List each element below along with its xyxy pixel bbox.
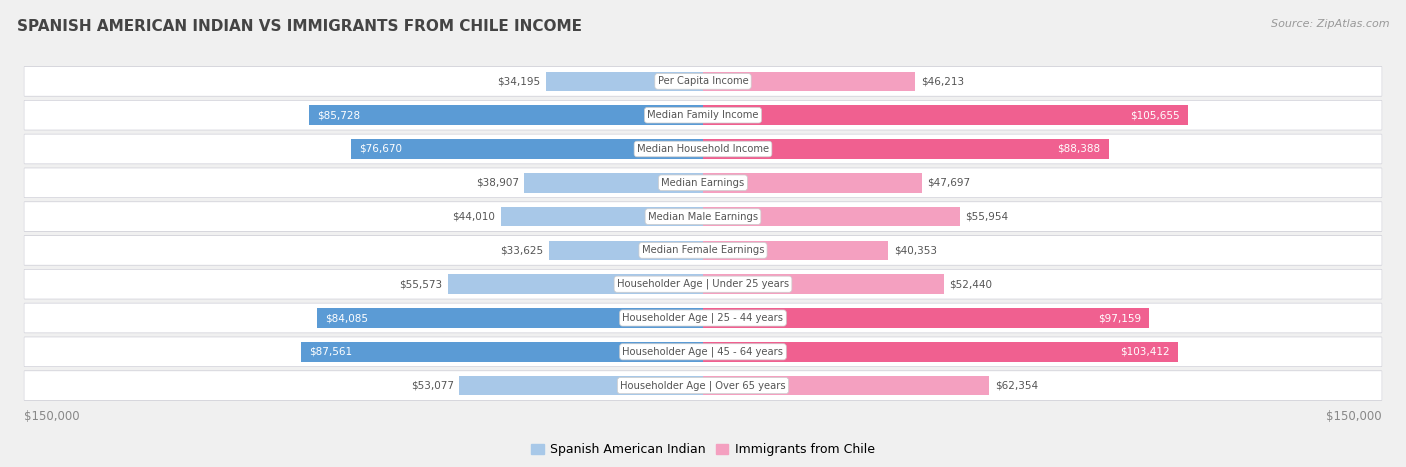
Text: $44,010: $44,010 [453,212,495,222]
Text: $97,159: $97,159 [1098,313,1142,323]
Text: $84,085: $84,085 [325,313,368,323]
Bar [352,139,703,159]
Bar [703,275,943,294]
Text: $55,954: $55,954 [966,212,1008,222]
Text: $76,670: $76,670 [359,144,402,154]
FancyBboxPatch shape [24,371,1382,400]
FancyBboxPatch shape [24,101,1382,130]
FancyBboxPatch shape [24,269,1382,299]
FancyBboxPatch shape [24,304,1382,333]
FancyBboxPatch shape [24,134,1382,163]
Bar [703,241,889,260]
Text: $105,655: $105,655 [1130,110,1180,120]
Text: $87,561: $87,561 [309,347,353,357]
Bar [447,275,703,294]
FancyBboxPatch shape [24,202,1382,231]
Text: SPANISH AMERICAN INDIAN VS IMMIGRANTS FROM CHILE INCOME: SPANISH AMERICAN INDIAN VS IMMIGRANTS FR… [17,19,582,34]
FancyBboxPatch shape [24,67,1382,96]
Text: Median Household Income: Median Household Income [637,144,769,154]
Text: $47,697: $47,697 [928,178,970,188]
Text: $150,000: $150,000 [24,410,80,423]
Text: Source: ZipAtlas.com: Source: ZipAtlas.com [1271,19,1389,28]
Bar [703,139,1109,159]
Text: Householder Age | Over 65 years: Householder Age | Over 65 years [620,380,786,391]
Bar [524,173,703,192]
Bar [703,207,960,226]
FancyBboxPatch shape [24,100,1382,130]
Text: Householder Age | Under 25 years: Householder Age | Under 25 years [617,279,789,290]
Text: Median Female Earnings: Median Female Earnings [641,245,765,255]
Text: $62,354: $62,354 [995,381,1038,390]
Bar [703,376,990,396]
Text: $103,412: $103,412 [1121,347,1170,357]
Bar [703,71,915,91]
Bar [548,241,703,260]
FancyBboxPatch shape [24,371,1382,400]
FancyBboxPatch shape [24,202,1382,231]
FancyBboxPatch shape [24,236,1382,265]
FancyBboxPatch shape [24,337,1382,366]
Text: $53,077: $53,077 [411,381,454,390]
FancyBboxPatch shape [24,304,1382,333]
Text: $52,440: $52,440 [949,279,993,289]
Bar [703,342,1178,361]
FancyBboxPatch shape [24,236,1382,265]
Text: $34,195: $34,195 [498,77,540,86]
Text: $38,907: $38,907 [475,178,519,188]
Text: Median Family Income: Median Family Income [647,110,759,120]
Text: Median Earnings: Median Earnings [661,178,745,188]
Text: $40,353: $40,353 [894,245,936,255]
Text: $55,573: $55,573 [399,279,443,289]
FancyBboxPatch shape [24,134,1382,163]
Bar [546,71,703,91]
Legend: Spanish American Indian, Immigrants from Chile: Spanish American Indian, Immigrants from… [526,439,880,461]
Text: Per Capita Income: Per Capita Income [658,77,748,86]
Text: Householder Age | 45 - 64 years: Householder Age | 45 - 64 years [623,347,783,357]
Text: $33,625: $33,625 [501,245,543,255]
Bar [316,308,703,328]
Bar [703,308,1149,328]
Text: $46,213: $46,213 [921,77,965,86]
Bar [703,106,1188,125]
Text: $88,388: $88,388 [1057,144,1101,154]
Text: Householder Age | 25 - 44 years: Householder Age | 25 - 44 years [623,313,783,323]
Bar [501,207,703,226]
FancyBboxPatch shape [24,270,1382,299]
FancyBboxPatch shape [24,67,1382,96]
Bar [309,106,703,125]
FancyBboxPatch shape [24,337,1382,367]
FancyBboxPatch shape [24,168,1382,198]
Bar [703,173,922,192]
Text: $150,000: $150,000 [1326,410,1382,423]
Text: Median Male Earnings: Median Male Earnings [648,212,758,222]
Bar [460,376,703,396]
Text: $85,728: $85,728 [318,110,361,120]
Bar [301,342,703,361]
FancyBboxPatch shape [24,168,1382,197]
